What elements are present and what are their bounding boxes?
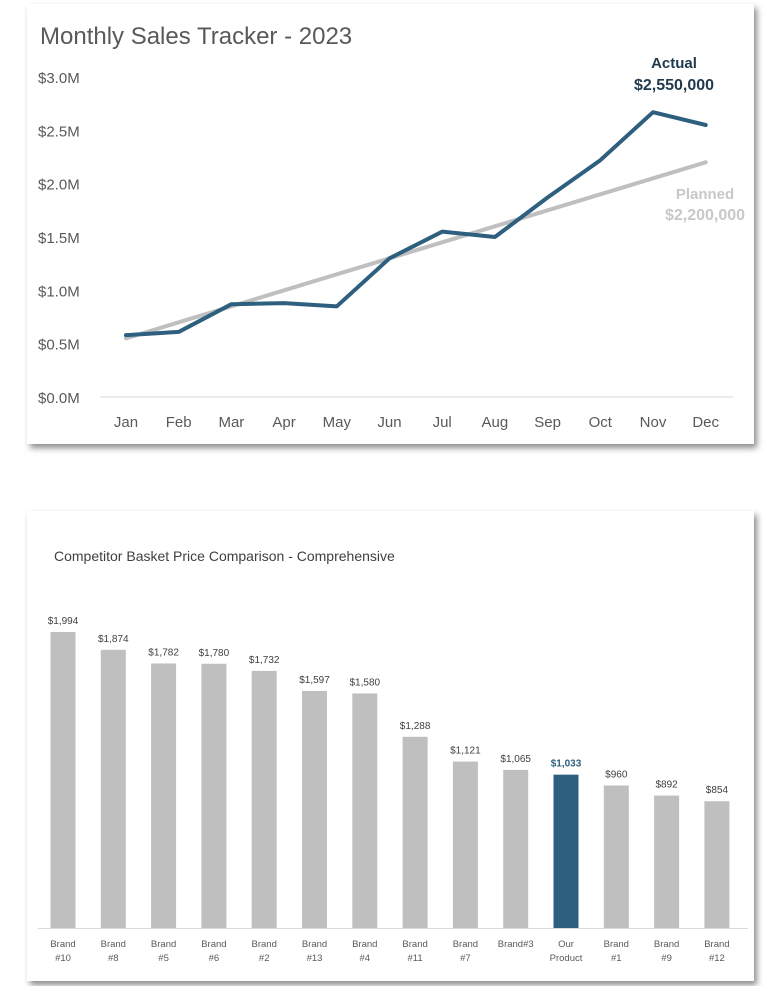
x-tick-label: Sep	[534, 414, 561, 431]
bar	[503, 769, 529, 928]
data-label: $1,580	[350, 677, 381, 688]
bar	[151, 663, 177, 928]
y-tick-label: $1.5M	[38, 230, 80, 247]
data-label: $1,033	[551, 759, 582, 770]
category-label: Brand	[101, 939, 126, 950]
x-tick-label: Aug	[482, 414, 509, 431]
category-label: #1	[611, 953, 622, 964]
bar	[603, 785, 629, 928]
bar	[251, 670, 277, 928]
category-label: Brand	[402, 939, 427, 950]
bar	[100, 649, 126, 928]
data-label: $960	[605, 769, 628, 780]
category-label: #13	[307, 953, 323, 964]
bar	[302, 690, 327, 928]
category-label: #11	[408, 953, 423, 964]
category-label: #9	[661, 953, 672, 964]
data-label: $1,874	[98, 634, 129, 645]
x-tick-label: Dec	[692, 414, 719, 431]
bar	[452, 761, 478, 928]
category-label: #8	[108, 953, 119, 964]
data-label: $1,994	[48, 616, 79, 627]
bar	[654, 795, 680, 928]
category-label: Brand	[50, 939, 75, 950]
x-tick-label: Jun	[377, 414, 401, 431]
category-label: Brand	[151, 939, 176, 950]
data-label: $854	[706, 785, 729, 796]
sales-tracker-card	[27, 4, 754, 444]
category-label: #6	[209, 953, 220, 964]
x-tick-label: Feb	[166, 414, 192, 431]
category-label: Brand	[704, 939, 729, 950]
x-tick-label: Jan	[114, 414, 138, 431]
data-label: $1,780	[199, 648, 230, 659]
data-label: $1,065	[500, 754, 531, 765]
data-label: $1,732	[249, 655, 280, 666]
bar	[50, 632, 76, 928]
x-tick-label: Apr	[272, 414, 295, 431]
category-label: Product	[550, 953, 583, 964]
category-label: Brand	[453, 939, 478, 950]
y-tick-label: $2.0M	[38, 177, 80, 194]
category-label: #5	[158, 953, 169, 964]
actual-value-label: $2,550,000	[634, 77, 714, 94]
x-tick-label: Jul	[433, 414, 452, 431]
actual-label: Actual	[651, 55, 697, 72]
category-label: #10	[55, 953, 71, 964]
category-label: Brand	[604, 939, 629, 950]
y-tick-label: $0.5M	[38, 337, 80, 354]
line-chart-title: Monthly Sales Tracker - 2023	[40, 23, 352, 50]
y-tick-label: $0.0M	[38, 390, 80, 407]
category-label: #4	[360, 953, 371, 964]
category-label: Brand	[352, 939, 377, 950]
series-line-actual	[124, 110, 708, 338]
data-label: $1,121	[450, 746, 481, 757]
y-tick-label: $2.5M	[38, 123, 80, 140]
category-label: #7	[460, 953, 471, 964]
x-tick-label: Oct	[589, 414, 613, 431]
competitor-price-card	[27, 511, 754, 981]
bar-chart-title: Competitor Basket Price Comparison - Com…	[54, 548, 395, 564]
category-label: Brand	[252, 939, 277, 950]
data-label: $892	[655, 780, 678, 791]
x-tick-label: Mar	[218, 414, 244, 431]
category-label: Brand	[654, 939, 679, 950]
x-tick-label: May	[323, 414, 352, 431]
category-label: Brand#3	[498, 939, 534, 950]
category-label: Our	[558, 939, 574, 950]
data-label: $1,782	[148, 647, 179, 658]
category-label: Brand	[201, 939, 226, 950]
category-label: #12	[709, 953, 725, 964]
category-label: Brand	[302, 939, 327, 950]
bar	[704, 801, 730, 928]
x-tick-label: Nov	[640, 414, 667, 431]
data-label: $1,597	[299, 675, 330, 686]
bar-highlight	[553, 774, 579, 928]
planned-value-label: $2,200,000	[665, 207, 745, 224]
category-label: #2	[259, 953, 270, 964]
planned-label: Planned	[676, 186, 734, 203]
y-tick-label: $1.0M	[38, 283, 80, 300]
bar	[352, 693, 378, 928]
bar	[201, 663, 227, 928]
bar	[402, 736, 428, 928]
data-label: $1,288	[400, 721, 431, 732]
y-tick-label: $3.0M	[38, 70, 80, 87]
